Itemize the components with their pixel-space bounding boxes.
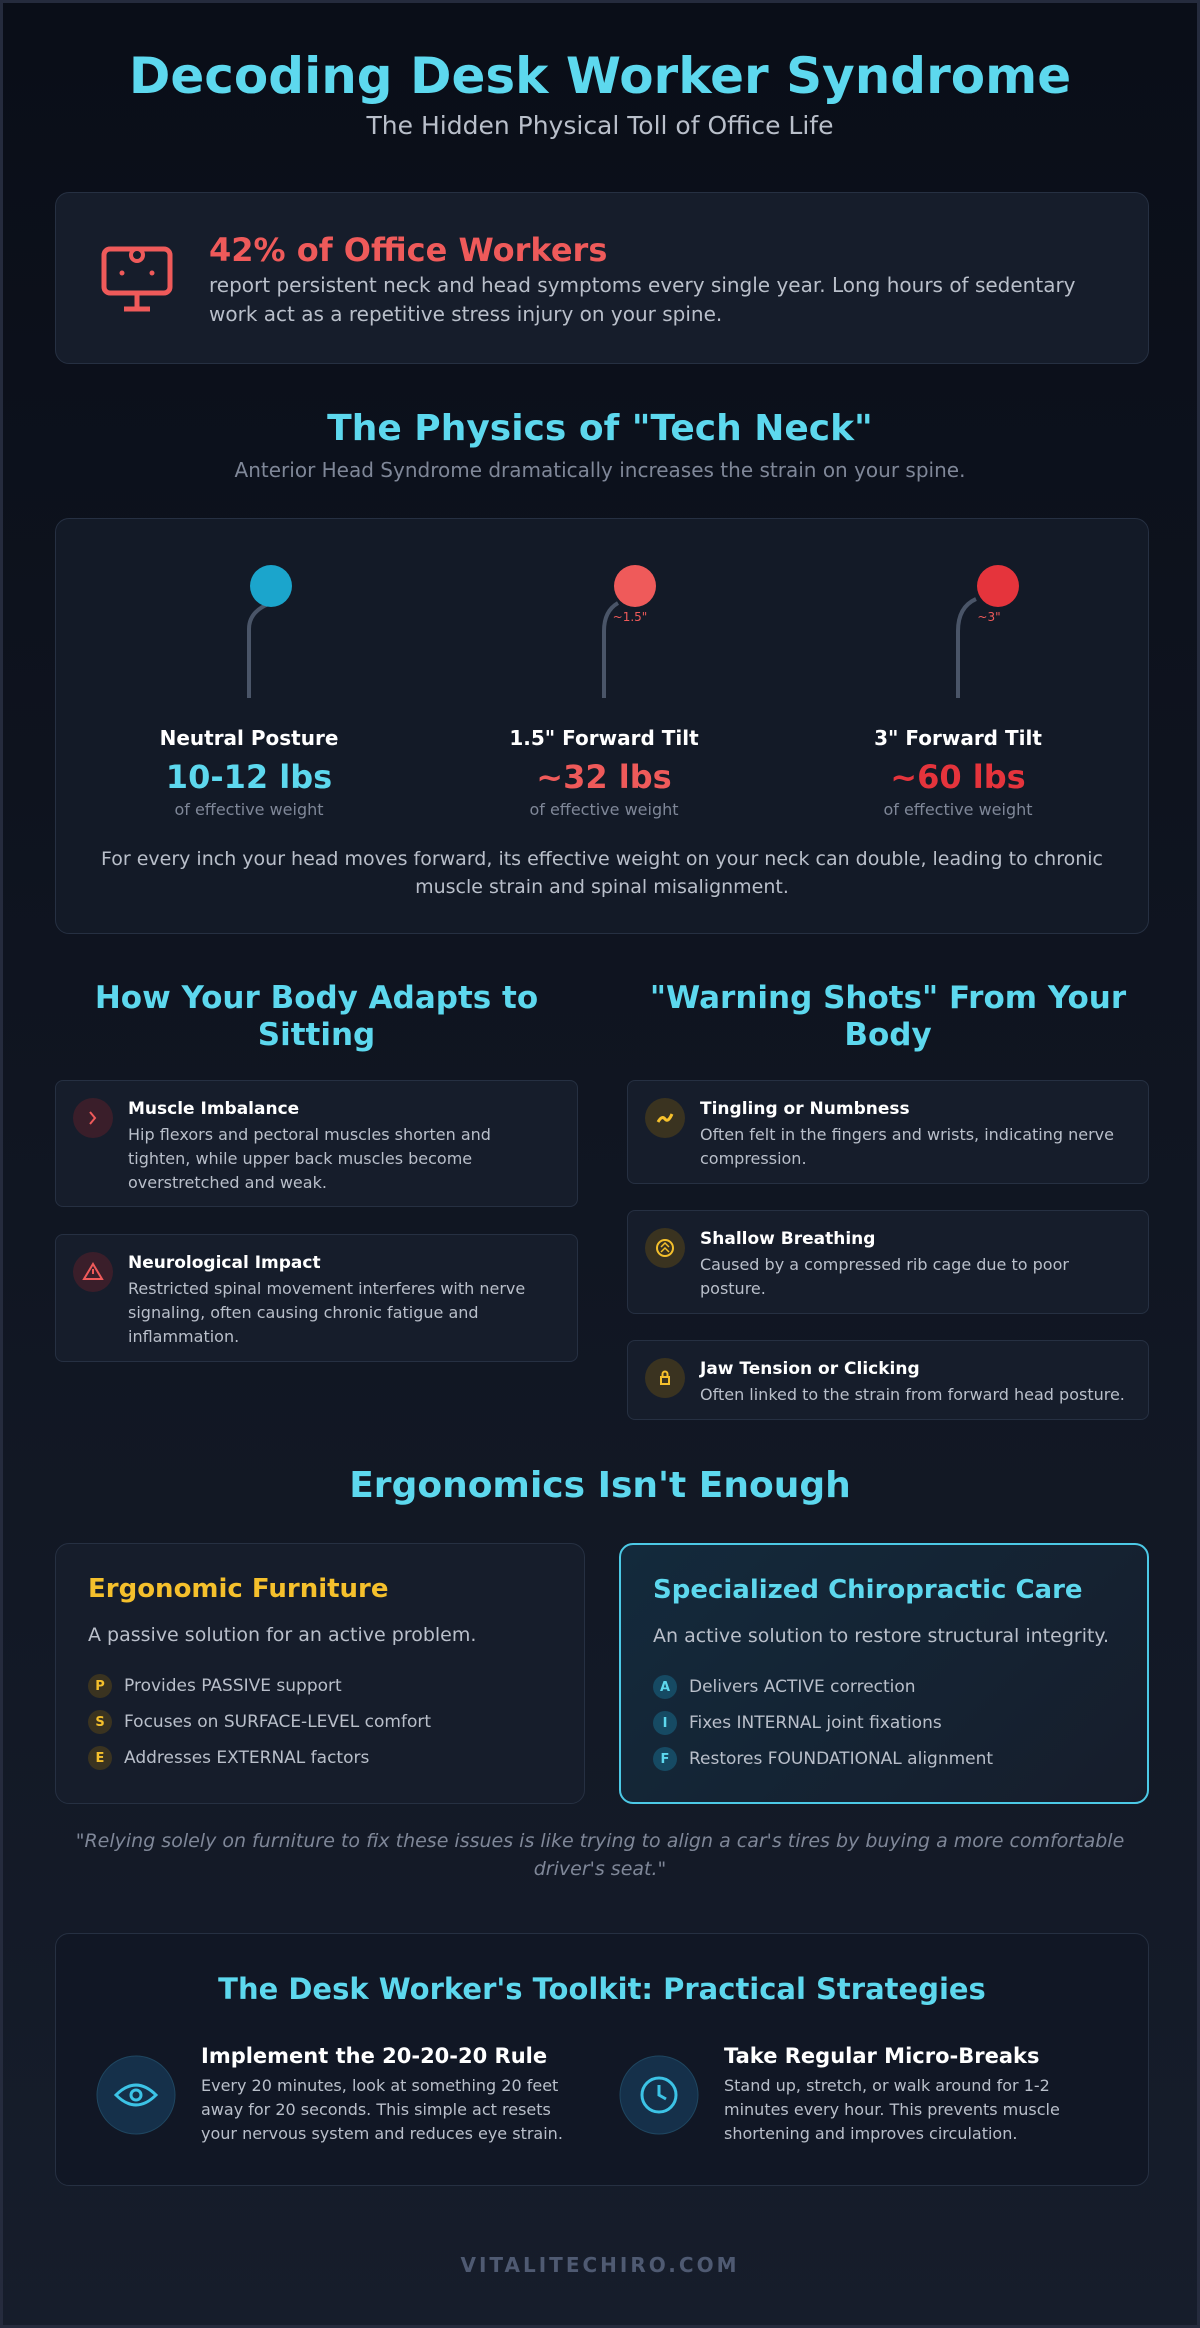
icon <box>73 1098 113 1138</box>
posture-label: 1.5" Forward Tilt <box>509 726 699 750</box>
posture-figures: ~1.5" ~3" <box>247 565 1019 698</box>
badge: E <box>88 1746 112 1770</box>
care-card: Specialized Chiropractic Care An active s… <box>619 1543 1149 1804</box>
item-text: Hip flexors and pectoral muscles shorten… <box>128 1125 491 1192</box>
stat-headline: 42% of Office Workers <box>209 231 608 269</box>
point-text: Focuses on SURFACE-LEVEL comfort <box>124 1712 431 1732</box>
icon-glyph <box>82 1262 104 1280</box>
tool-title: Take Regular Micro-Breaks <box>724 2044 1040 2068</box>
point-text: Delivers ACTIVE correction <box>689 1677 916 1697</box>
item-title: Shallow Breathing <box>700 1229 876 1249</box>
point-text: Addresses EXTERNAL factors <box>124 1748 370 1768</box>
item-text: Caused by a compressed rib cage due to p… <box>700 1255 1069 1298</box>
compare-subtitle: An active solution to restore structural… <box>653 1625 1109 1647</box>
item-title: Jaw Tension or Clicking <box>700 1359 920 1379</box>
icon-glyph <box>656 1239 674 1257</box>
item-text: Often felt in the fingers and wrists, in… <box>700 1125 1114 1168</box>
icon-glyph <box>89 1111 97 1125</box>
item-title: Muscle Imbalance <box>128 1099 300 1119</box>
icon-glyph <box>660 1370 670 1385</box>
compare-title: Specialized Chiropractic Care <box>653 1575 1083 1605</box>
icon <box>645 1228 685 1268</box>
posture-caption: of effective weight <box>883 800 1033 819</box>
physics-note: For every inch your head moves forward, … <box>100 848 1104 898</box>
point: P Provides PASSIVE support <box>88 1668 431 1704</box>
badge: F <box>653 1747 677 1771</box>
quote: "Relying solely on furniture to fix thes… <box>75 1830 1125 1880</box>
toolkit-card: The Desk Worker's Toolkit: Practical Str… <box>55 1933 1149 2186</box>
column-title: "Warning Shots" From Your Body <box>649 980 1127 1054</box>
posture-weight: ~60 lbs <box>890 758 1026 796</box>
compare-title: Ergonomic Furniture <box>88 1574 389 1604</box>
item-title: Tingling or Numbness <box>700 1099 910 1119</box>
footer: VITALITECHIRO.COM <box>460 2253 740 2277</box>
compare-points: P Provides PASSIVE support S Focuses on SUR… <box>88 1668 431 1776</box>
tool-text: Every 20 minutes, look at something 20 f… <box>201 2076 563 2143</box>
item-text: Restricted spinal movement interferes wi… <box>128 1279 526 1346</box>
eye-icon <box>96 2055 176 2135</box>
title: Decoding Desk Worker Syndrome <box>128 47 1072 105</box>
badge: A <box>653 1675 677 1699</box>
tool-title: Implement the 20-20-20 Rule <box>201 2044 548 2068</box>
icon <box>645 1098 685 1138</box>
point: A Delivers ACTIVE correction <box>653 1669 993 1705</box>
tool-text: Stand up, stretch, or walk around for 1-… <box>724 2076 1060 2143</box>
point: I Fixes INTERNAL joint fixations <box>653 1705 993 1741</box>
section-title: The Physics of "Tech Neck" <box>327 408 873 449</box>
item-title: Neurological Impact <box>128 1253 321 1273</box>
item-text: Often linked to the strain from forward … <box>700 1385 1125 1404</box>
compare-points: A Delivers ACTIVE correction I Fixes INTERN… <box>653 1669 993 1777</box>
badge: I <box>653 1711 677 1735</box>
badge: S <box>88 1710 112 1734</box>
posture-caption: of effective weight <box>174 800 324 819</box>
posture-label: 3" Forward Tilt <box>874 726 1042 750</box>
badge: P <box>88 1674 112 1698</box>
icon-glyph <box>656 1113 674 1123</box>
symptom-card: Muscle Imbalance Hip flexors and pectoral… <box>55 1080 578 1207</box>
subtitle: The Hidden Physical Toll of Office Life <box>366 111 834 140</box>
posture: Neutral Posture 10-12 lbs of effective wei… <box>74 726 424 819</box>
point-text: Restores FOUNDATIONAL alignment <box>689 1749 994 1769</box>
section-title: Ergonomics Isn't Enough <box>349 1465 851 1506</box>
posture-weight: 10-12 lbs <box>165 758 333 796</box>
furniture-card: Ergonomic Furniture A passive solution fo… <box>55 1543 585 1804</box>
toolkit-title: The Desk Worker's Toolkit: Practical Str… <box>218 1972 986 2006</box>
compare-subtitle: A passive solution for an active problem… <box>88 1624 477 1646</box>
point: E Addresses EXTERNAL factors <box>88 1740 431 1776</box>
point: S Focuses on SURFACE-LEVEL comfort <box>88 1704 431 1740</box>
tool: Take Regular Micro-Breaks Stand up, stret… <box>724 2044 1104 2146</box>
physics-card: ~1.5" ~3" Neutral Posture 10-12 lbs of eff… <box>55 518 1149 934</box>
clock-icon <box>619 2055 699 2135</box>
posture-caption: of effective weight <box>529 800 679 819</box>
symptom-card: Neurological Impact Restricted spinal mov… <box>55 1234 578 1362</box>
point-text: Fixes INTERNAL joint fixations <box>689 1713 942 1733</box>
stat-card: 42% of Office Workers report persistent … <box>55 192 1149 364</box>
symptom-card: Jaw Tension or Clicking Often linked to t… <box>627 1340 1149 1420</box>
angle-label: ~1.5" <box>613 610 648 624</box>
symptom-card: Tingling or Numbness Often felt in the fi… <box>627 1080 1149 1184</box>
column-title: How Your Body Adapts to Sitting <box>94 980 539 1054</box>
stat-text: report persistent neck and head symptoms… <box>209 273 1076 326</box>
icon <box>645 1358 685 1398</box>
section-subtitle: Anterior Head Syndrome dramatically incr… <box>234 458 966 482</box>
posture: 3" Forward Tilt ~60 lbs of effective weigh… <box>783 726 1133 819</box>
angle-label: ~3" <box>977 610 1000 624</box>
point-text: Provides PASSIVE support <box>124 1676 342 1696</box>
posture-weight: ~32 lbs <box>536 758 672 796</box>
posture: 1.5" Forward Tilt ~32 lbs of effective wei… <box>429 726 779 819</box>
point: F Restores FOUNDATIONAL alignment <box>653 1741 993 1777</box>
monitor-icon <box>101 246 173 312</box>
posture-label: Neutral Posture <box>159 726 339 750</box>
icon <box>73 1252 113 1292</box>
symptom-card: Shallow Breathing Caused by a compressed … <box>627 1210 1149 1314</box>
tool: Implement the 20-20-20 Rule Every 20 minu… <box>201 2044 581 2146</box>
